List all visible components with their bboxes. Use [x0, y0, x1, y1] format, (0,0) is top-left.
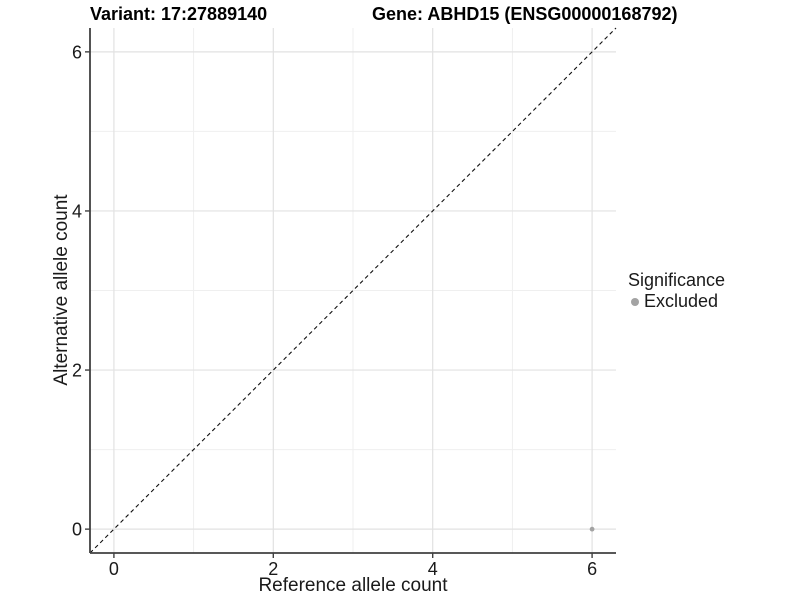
- x-tick-label: 4: [428, 559, 438, 579]
- variant-title: Variant: 17:27889140: [90, 4, 268, 24]
- x-tick-label: 6: [587, 559, 597, 579]
- y-tick-label: 2: [72, 361, 82, 381]
- y-tick-label: 6: [72, 42, 82, 62]
- excluded-point-icon: [631, 297, 639, 306]
- x-tick-label: 2: [268, 559, 278, 579]
- identity-dashed-line: [89, 27, 617, 554]
- y-tick-label: 0: [72, 520, 82, 540]
- x-axis-title: Reference allele count: [258, 575, 448, 596]
- y-axis-title: Alternative allele count: [51, 194, 72, 386]
- data-point: [589, 526, 595, 532]
- legend-item-excluded: Excluded: [628, 291, 725, 312]
- legend-title: Significance: [628, 270, 726, 290]
- legend: Significance Excluded: [628, 270, 725, 312]
- x-tick-label: 0: [109, 559, 119, 579]
- gene-title: Gene: ABHD15 (ENSG00000168792): [372, 4, 678, 24]
- y-tick-label: 4: [72, 201, 82, 221]
- legend-item-label: Excluded: [644, 291, 719, 311]
